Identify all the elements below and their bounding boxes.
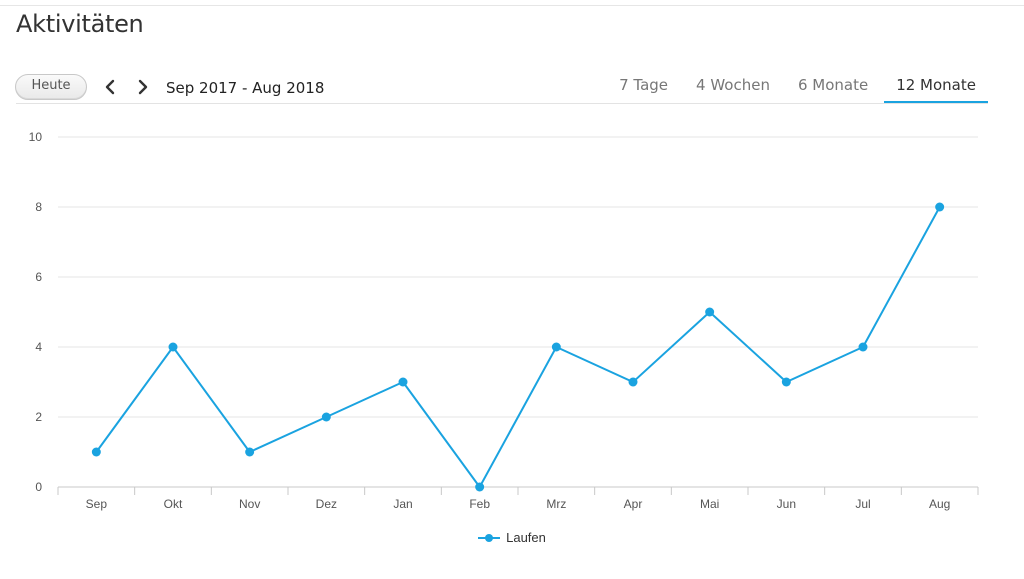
data-point[interactable] xyxy=(398,377,408,387)
x-tick-label: Jul xyxy=(855,497,870,511)
y-tick-label: 6 xyxy=(35,270,42,284)
tab-4-wochen[interactable]: 4 Wochen xyxy=(696,76,770,94)
data-point[interactable] xyxy=(858,342,868,352)
y-tick-label: 8 xyxy=(35,200,42,214)
legend-item-laufen[interactable]: Laufen xyxy=(478,530,546,545)
date-range-label: Sep 2017 - Aug 2018 xyxy=(166,79,325,97)
data-point[interactable] xyxy=(551,342,561,352)
toolbar-divider xyxy=(16,103,988,104)
x-tick-label: Apr xyxy=(624,497,643,511)
y-tick-label: 2 xyxy=(35,410,42,424)
x-tick-label: Feb xyxy=(469,497,490,511)
tab-12-monate[interactable]: 12 Monate xyxy=(884,72,988,104)
tab-6-monate[interactable]: 6 Monate xyxy=(797,76,869,94)
data-point[interactable] xyxy=(321,412,331,422)
y-tick-label: 10 xyxy=(29,130,43,144)
data-point[interactable] xyxy=(475,482,485,492)
x-tick-label: Mrz xyxy=(546,497,566,511)
x-tick-label: Aug xyxy=(929,497,950,511)
series-line-laufen xyxy=(95,206,941,488)
chevron-left-icon xyxy=(105,79,115,95)
next-period-button[interactable] xyxy=(133,78,151,96)
x-tick-label: Okt xyxy=(164,497,183,511)
data-point[interactable] xyxy=(935,202,945,212)
today-button[interactable]: Heute xyxy=(15,74,87,100)
period-tabs: 7 Tage 4 Wochen 6 Monate 12 Monate xyxy=(603,72,988,104)
data-point[interactable] xyxy=(705,307,715,317)
data-point[interactable] xyxy=(91,447,101,457)
x-tick-label: Dez xyxy=(316,497,337,511)
page-title: Aktivitäten xyxy=(16,10,144,38)
x-tick-label: Nov xyxy=(239,497,260,511)
y-tick-label: 4 xyxy=(35,340,42,354)
data-point[interactable] xyxy=(245,447,255,457)
chevron-right-icon xyxy=(138,79,148,95)
data-point[interactable] xyxy=(168,342,178,352)
data-point[interactable] xyxy=(628,377,638,387)
data-point[interactable] xyxy=(781,377,791,387)
y-tick-label: 0 xyxy=(35,480,42,494)
legend-marker-icon xyxy=(478,533,501,542)
x-tick-label: Mai xyxy=(700,497,719,511)
chart-legend: Laufen xyxy=(0,530,1024,546)
legend-label: Laufen xyxy=(506,530,546,545)
top-border xyxy=(0,5,1024,6)
x-tick-label: Jan xyxy=(393,497,412,511)
x-tick-label: Jun xyxy=(777,497,796,511)
activity-line-chart: 0 2 4 6 8 10 Sep Okt Nov Dez Jan Feb Mrz Apr Mai Jun Jul… xyxy=(29,130,979,511)
x-tick-label: Sep xyxy=(86,497,108,511)
tab-7-tage[interactable]: 7 Tage xyxy=(619,76,669,94)
prev-period-button[interactable] xyxy=(102,78,120,96)
